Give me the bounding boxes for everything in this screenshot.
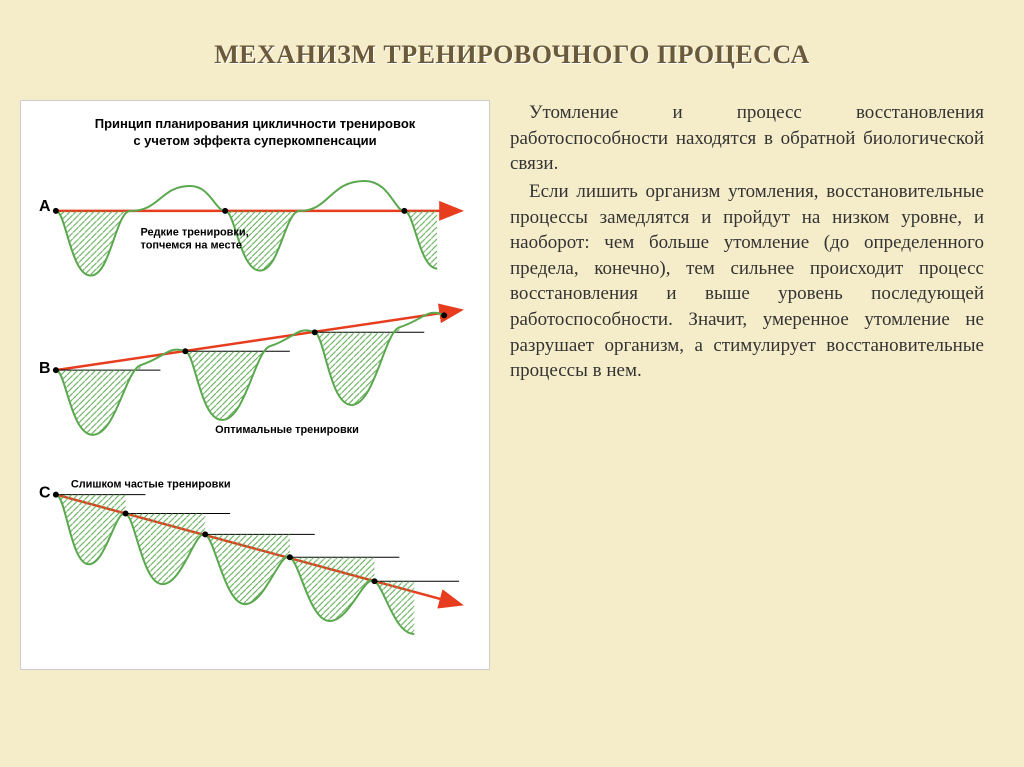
diagram-title-line2: с учетом эффекта суперкомпенсации <box>133 133 376 148</box>
supercompensation-diagram: A Редкие тренировки, топчемся на месте <box>31 160 479 640</box>
section-a-letter: A <box>39 198 51 215</box>
diagram-title-line1: Принцип планирования цикличности трениро… <box>95 116 416 131</box>
diagram-panel: Принцип планирования цикличности трениро… <box>20 100 490 670</box>
section-b-letter: B <box>39 360 51 377</box>
section-b-label: Оптимальные тренировки <box>215 424 359 436</box>
section-a-label-1: Редкие тренировки, <box>141 227 249 239</box>
section-b: B Оптимальные тренировки <box>39 310 459 435</box>
content-row: Принцип планирования цикличности трениро… <box>0 70 1024 670</box>
section-c-letter: C <box>39 484 51 501</box>
paragraph-2: Если лишить организм утомления, восстано… <box>510 179 984 384</box>
paragraph-1: Утомление и процесс восстановления работ… <box>510 100 984 177</box>
section-c: C <box>39 478 459 633</box>
section-a: A Редкие тренировки, топчемся на месте <box>39 181 459 276</box>
diagram-title: Принцип планирования цикличности трениро… <box>31 116 479 150</box>
section-a-label-2: топчемся на месте <box>141 239 243 251</box>
text-block: Утомление и процесс восстановления работ… <box>510 100 994 670</box>
page-title: МЕХАНИЗМ ТРЕНИРОВОЧНОГО ПРОЦЕССА <box>0 0 1024 70</box>
section-c-label: Слишком частые тренировки <box>71 478 231 490</box>
